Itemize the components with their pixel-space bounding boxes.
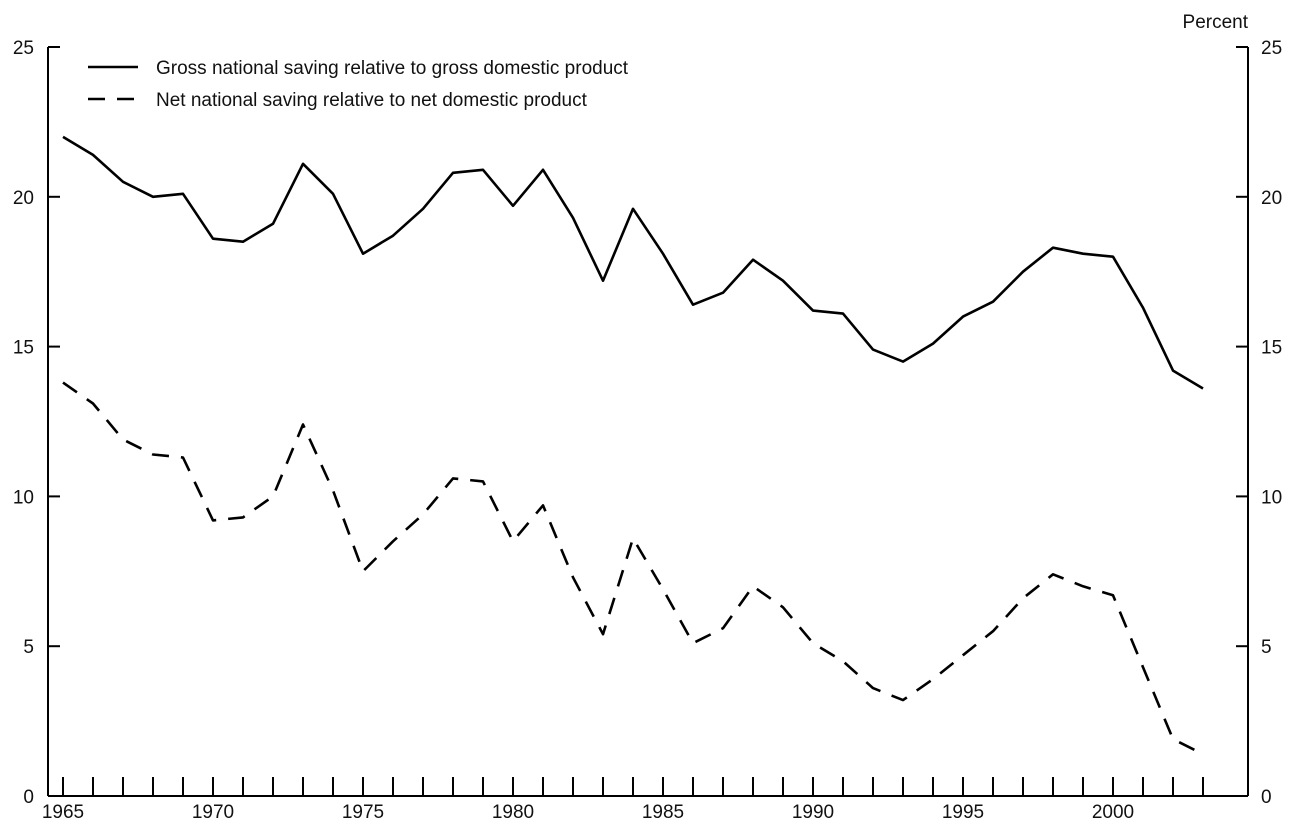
y-tick-label-right: 15 bbox=[1261, 338, 1282, 359]
net-saving-line bbox=[62, 381, 1204, 756]
axes bbox=[47, 47, 1249, 797]
y-tick-label-right: 0 bbox=[1261, 787, 1272, 808]
x-tick-label: 1980 bbox=[492, 802, 534, 823]
y-tick-label-left: 0 bbox=[23, 787, 34, 808]
x-tick-label: 1970 bbox=[192, 802, 234, 823]
x-tick-label: 1975 bbox=[342, 802, 384, 823]
y-tick-label-right: 10 bbox=[1261, 487, 1282, 508]
tick-marks bbox=[48, 46, 1248, 797]
gross-saving-line bbox=[62, 135, 1204, 390]
legend: Gross national saving relative to gross … bbox=[88, 58, 629, 111]
right-axis-unit-label: Percent bbox=[1183, 12, 1249, 33]
legend-label: Net national saving relative to net dome… bbox=[156, 90, 588, 111]
tick-labels: 0 0 5 5 10 10 15 15 20 20 25 25 1965 1970 1975 1980 1985… bbox=[13, 38, 1282, 823]
y-tick-label-left: 25 bbox=[13, 38, 34, 59]
series-lines bbox=[62, 135, 1204, 756]
y-tick-label-right: 25 bbox=[1261, 38, 1282, 59]
x-tick-label: 1990 bbox=[792, 802, 834, 823]
y-tick-label-left: 5 bbox=[23, 637, 34, 658]
x-tick-label: 1965 bbox=[42, 802, 84, 823]
legend-label: Gross national saving relative to gross … bbox=[156, 58, 629, 79]
x-tick-label: 2000 bbox=[1092, 802, 1134, 823]
x-tick-label: 1985 bbox=[642, 802, 684, 823]
y-tick-label-left: 15 bbox=[13, 338, 34, 359]
y-tick-label-left: 10 bbox=[13, 487, 34, 508]
y-tick-label-left: 20 bbox=[13, 188, 34, 209]
x-tick-label: 1995 bbox=[942, 802, 984, 823]
y-tick-label-right: 20 bbox=[1261, 188, 1282, 209]
y-tick-label-right: 5 bbox=[1261, 637, 1272, 658]
